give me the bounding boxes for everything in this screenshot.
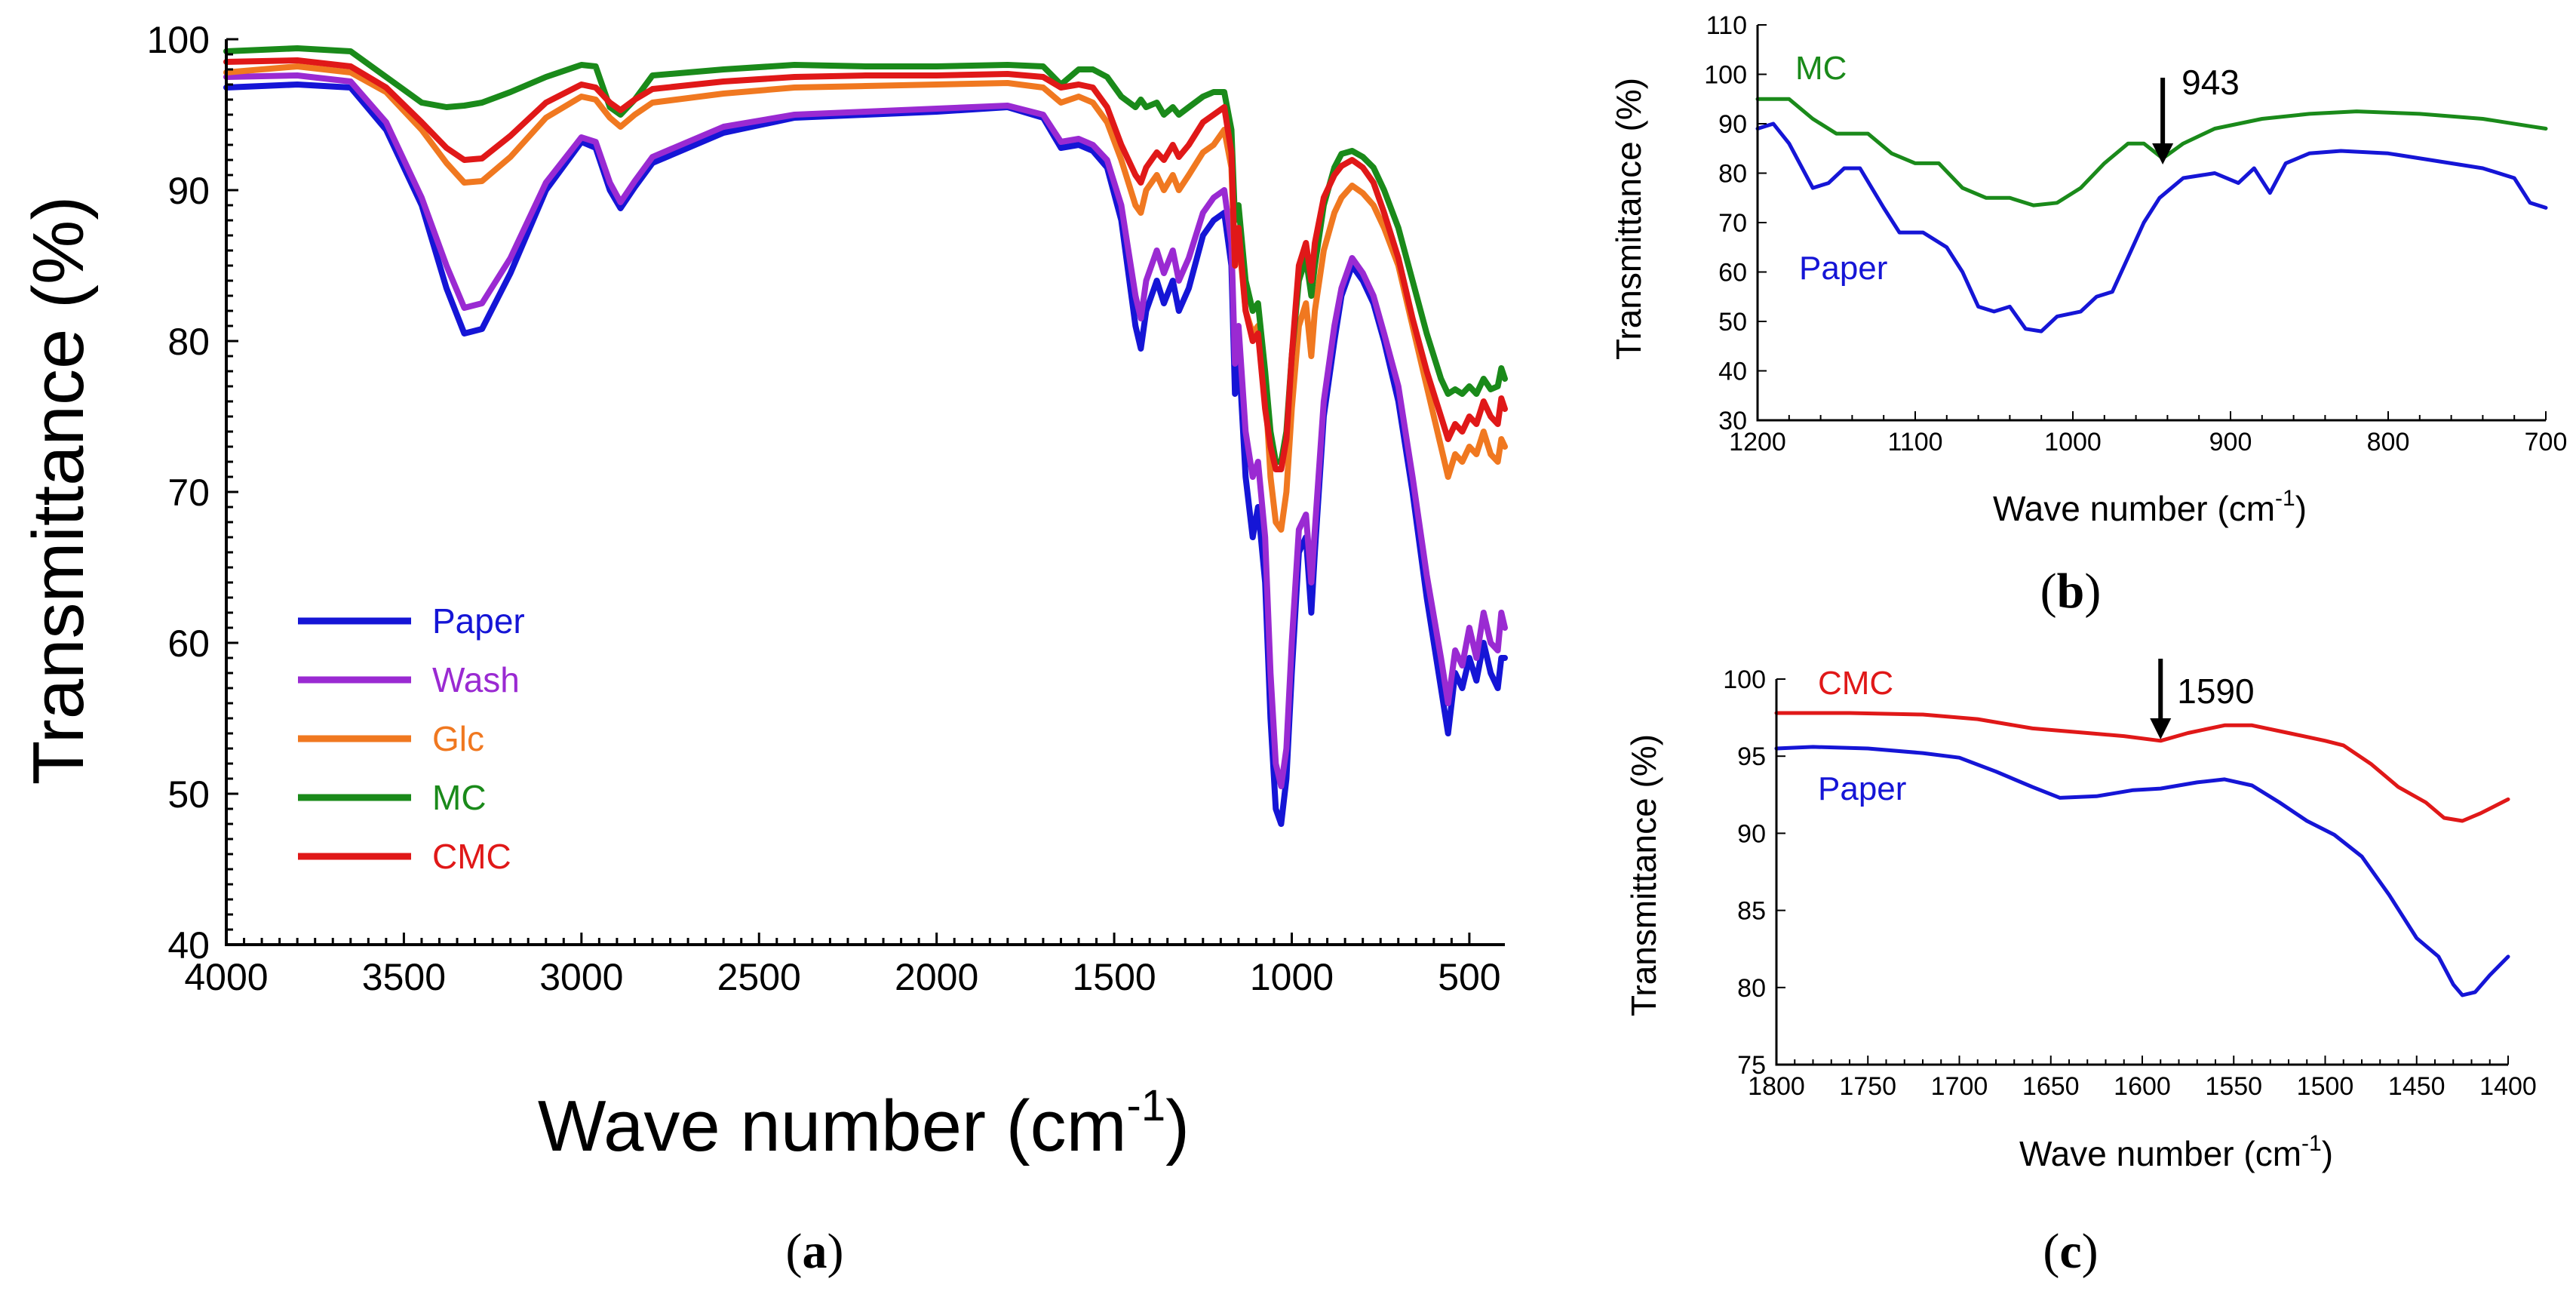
y-tick-label: 100 <box>147 19 210 61</box>
panel-a-series-group <box>223 45 1508 827</box>
x-tick-label: 1500 <box>1072 956 1156 998</box>
x-tick-label: 1600 <box>2114 1072 2171 1101</box>
panel-c-y-axis-title: Transmittance (%) <box>1624 734 1663 1016</box>
x-tick-label: 1100 <box>1887 428 1942 456</box>
legend-label-mc: MC <box>432 778 487 817</box>
y-tick-label: 40 <box>167 924 210 967</box>
x-tick-label: 1450 <box>2388 1072 2446 1101</box>
x-tick-label: 1750 <box>1839 1072 1896 1101</box>
x-tick-label: 500 <box>1438 956 1500 998</box>
axis-lines <box>1756 25 2546 422</box>
panel-c-annotation: 1590 <box>2150 659 2255 739</box>
x-tick-label: 1500 <box>2297 1072 2354 1101</box>
annotation-arrow-head <box>2152 143 2174 164</box>
series-line-mc <box>1755 97 2548 207</box>
panel-b-x-axis-title: Wave number (cm-1) <box>1993 486 2307 528</box>
y-tick-label: 100 <box>1704 61 1747 90</box>
series-line-wash <box>223 72 1508 789</box>
panel-c-chart: 1800 1750 1700 1650 1600 1550 1500 1450 1400 75 80… <box>1624 659 2537 1279</box>
panel-c-label: (c) <box>2043 1224 2098 1279</box>
y-tick-label: 100 <box>1723 665 1766 694</box>
panel-b-series-group <box>1755 97 2548 333</box>
x-tick-label: 3000 <box>539 956 623 998</box>
x-tick-label: 900 <box>2209 428 2252 456</box>
y-tick-label: 60 <box>167 622 210 665</box>
series-line-paper <box>1755 121 2548 333</box>
y-tick-label: 75 <box>1737 1051 1766 1080</box>
x-tick-label: 1800 <box>1748 1072 1805 1101</box>
annotation-label: 1590 <box>2177 672 2254 711</box>
y-tick-label: 80 <box>1718 160 1747 189</box>
x-tick-label: 700 <box>2525 428 2568 456</box>
annotation-label: 943 <box>2181 63 2240 102</box>
panel-b-y-axis-title: Transmittance (%) <box>1609 78 1648 360</box>
y-tick-label: 50 <box>167 773 210 816</box>
series-label-paper: Paper <box>1818 770 1906 807</box>
y-tick-label: 110 <box>1706 11 1747 40</box>
x-tick-label: 800 <box>2367 428 2410 456</box>
panel-a-axes: 4000 3500 3000 2500 2000 1500 1000 500 40 50 60 70 8… <box>147 19 1505 998</box>
legend-label-paper: Paper <box>432 601 525 641</box>
legend-label-glc: Glc <box>432 719 484 758</box>
series-line-paper <box>1774 745 2510 997</box>
panel-a-chart: 4000 3500 3000 2500 2000 1500 1000 500 40 50 60 70 8… <box>18 19 1508 1279</box>
y-tick-label: 70 <box>167 472 210 514</box>
panel-b-annotation: 943 <box>2152 63 2240 164</box>
x-tick-label: 1550 <box>2205 1072 2262 1101</box>
series-line-mc <box>223 45 1508 465</box>
series-label-mc: MC <box>1795 50 1847 87</box>
annotation-arrow-head <box>2150 718 2172 739</box>
series-line-cmc <box>1774 711 2510 823</box>
y-tick-label: 60 <box>1718 259 1747 287</box>
series-label-cmc: CMC <box>1818 665 1893 702</box>
y-tick-label: 50 <box>1718 308 1747 337</box>
x-tick-label: 1200 <box>1729 428 1786 456</box>
panel-c-series-labels: CMC Paper <box>1818 665 1906 807</box>
series-label-paper: Paper <box>1799 250 1887 287</box>
panel-b-label: (b) <box>2040 564 2102 619</box>
panel-a-legend: Paper Wash Glc MC CMC <box>298 601 525 876</box>
y-tick-label: 80 <box>167 321 210 363</box>
y-tick-label: 90 <box>167 170 210 212</box>
panel-c-axes: 1800 1750 1700 1650 1600 1550 1500 1450 1400 75 80… <box>1723 665 2537 1101</box>
axis-lines <box>225 39 1505 946</box>
y-tick-label: 40 <box>1718 358 1747 386</box>
panel-a-label: (a) <box>786 1224 844 1279</box>
y-tick-label: 95 <box>1737 742 1766 771</box>
y-tick-label: 90 <box>1718 110 1747 139</box>
x-tick-label: 4000 <box>184 956 268 998</box>
panel-c-x-axis-title: Wave number (cm-1) <box>2019 1131 2333 1173</box>
legend-label-wash: Wash <box>432 660 520 699</box>
panel-b-series-labels: MC Paper <box>1795 50 1887 287</box>
y-tick-label: 80 <box>1737 974 1766 1003</box>
x-tick-label: 1700 <box>1931 1072 1988 1101</box>
x-tick-label: 1000 <box>1250 956 1334 998</box>
y-tick-label: 30 <box>1718 407 1747 435</box>
series-line-cmc <box>223 57 1508 472</box>
x-tick-label: 3500 <box>362 956 446 998</box>
panel-c-series-group <box>1774 711 2510 997</box>
y-tick-label: 90 <box>1737 819 1766 848</box>
x-tick-label: 2000 <box>895 956 978 998</box>
panel-b-axes: 1200 1100 1000 900 800 700 30 40 50 60 70 80 90 100 11… <box>1704 11 2567 456</box>
legend-label-cmc: CMC <box>432 837 511 876</box>
y-tick-label: 70 <box>1718 209 1747 238</box>
x-tick-label: 1400 <box>2479 1072 2537 1101</box>
y-tick-label: 85 <box>1737 897 1766 926</box>
x-tick-label: 2500 <box>717 956 801 998</box>
panel-b-chart: 1200 1100 1000 900 800 700 30 40 50 60 70 80 90 100 11… <box>1609 11 2567 619</box>
x-tick-label: 1650 <box>2022 1072 2080 1101</box>
panel-a-y-axis-title: Transmittance (%) <box>18 196 99 785</box>
x-tick-label: 1000 <box>2044 428 2102 456</box>
panel-a-x-axis-title: Wave number (cm-1) <box>538 1081 1190 1166</box>
